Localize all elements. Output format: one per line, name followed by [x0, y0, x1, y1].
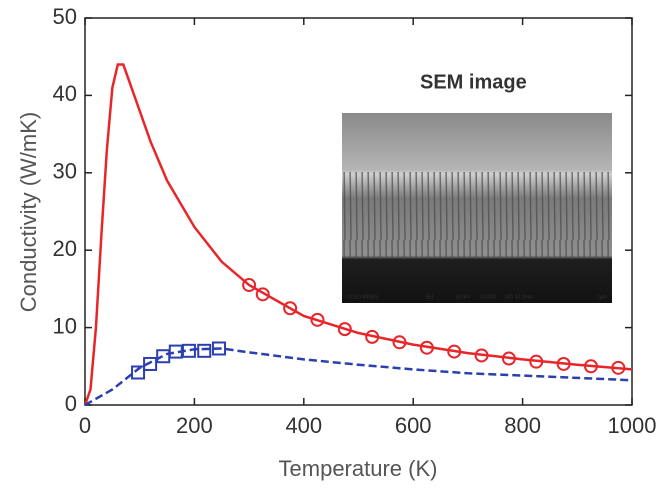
line	[85, 348, 632, 405]
sem-texture	[342, 172, 612, 257]
inset-label: 1μm	[597, 294, 607, 300]
inset-label: SEI	[425, 294, 433, 300]
y-axis-label: Conductivity (W/mK)	[16, 112, 41, 312]
y-tick-label: 0	[65, 391, 77, 416]
x-tick-label: 600	[395, 413, 432, 438]
chart: SEM image COLO MINES SEI 10.0kV X4,000 WD 10…	[0, 0, 666, 489]
y-tick-label: 10	[53, 313, 77, 338]
x-tick-label: 800	[504, 413, 541, 438]
inset-label: WD 10.2mm	[505, 294, 533, 300]
x-tick-label: 1000	[608, 413, 657, 438]
y-tick-label: 50	[53, 4, 77, 29]
marker	[198, 345, 210, 357]
marker	[157, 350, 169, 362]
y-tick-label: 20	[53, 236, 77, 261]
inset-label: 10.0kV	[455, 294, 471, 300]
inset-label: X4,000	[480, 294, 496, 300]
x-tick-label: 200	[176, 413, 213, 438]
x-tick-label: 0	[79, 413, 91, 438]
y-tick-label: 40	[53, 81, 77, 106]
y-tick-label: 30	[53, 159, 77, 184]
inset-title: SEM image	[420, 71, 527, 93]
x-tick-label: 400	[285, 413, 322, 438]
inset: SEM image COLO MINES SEI 10.0kV X4,000 WD 10…	[342, 71, 612, 303]
x-axis-label: Temperature (K)	[279, 456, 438, 481]
inset-label: COLO MINES	[347, 294, 379, 300]
